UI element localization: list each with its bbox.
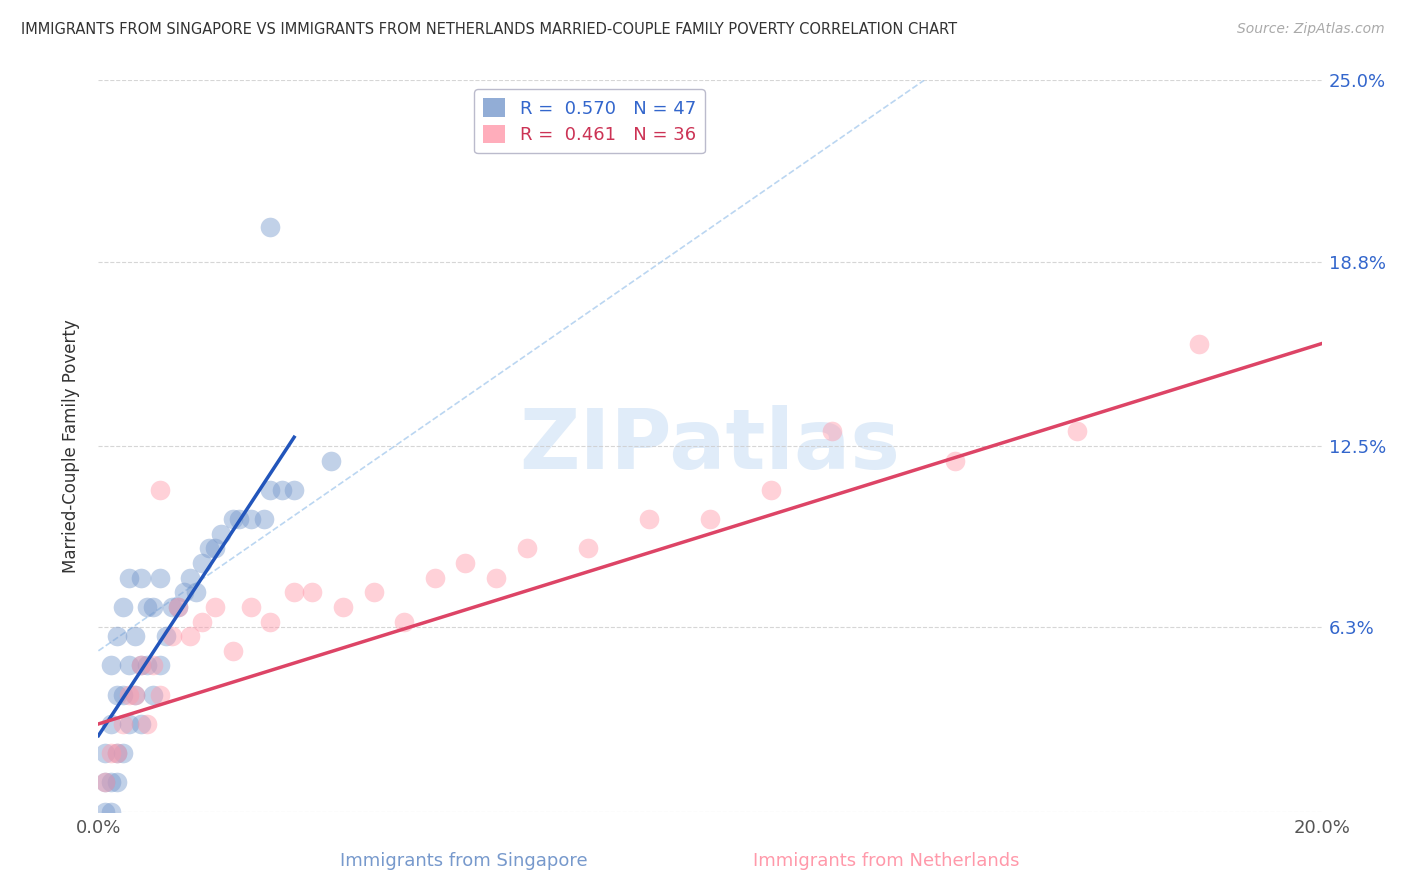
Point [100,746,122,760]
Point [197,541,219,556]
Point [100,775,122,789]
Point [129,658,152,673]
Point [363,585,385,599]
Point [93,775,115,789]
Point [118,658,141,673]
Point [149,658,172,673]
Point [204,599,226,614]
Point [111,746,134,760]
Point [93,805,115,819]
Point [105,688,128,702]
Point [118,688,141,702]
Point [319,453,342,467]
Text: Immigrants from Netherlands: Immigrants from Netherlands [752,852,1019,870]
Point [240,512,263,526]
Point [118,717,141,731]
Point [167,599,190,614]
Point [155,629,177,643]
Point [105,775,128,789]
Point [1188,336,1211,351]
Point [93,746,115,760]
Point [943,453,966,467]
Point [124,688,146,702]
Point [392,615,416,629]
Point [160,629,183,643]
Text: Source: ZipAtlas.com: Source: ZipAtlas.com [1237,22,1385,37]
Point [283,483,305,497]
Point [821,425,844,439]
Point [136,599,159,614]
Point [516,541,538,556]
Point [105,746,128,760]
Point [173,585,195,599]
Point [332,599,354,614]
Point [228,512,250,526]
Point [118,571,141,585]
Point [259,615,281,629]
Point [100,658,122,673]
Point [179,629,201,643]
Point [149,688,172,702]
Point [129,571,152,585]
Legend: R =  0.570   N = 47, R =  0.461   N = 36: R = 0.570 N = 47, R = 0.461 N = 36 [474,89,704,153]
Point [129,658,152,673]
Point [191,615,214,629]
Point [105,629,128,643]
Point [136,658,159,673]
Point [699,512,721,526]
Y-axis label: Married-Couple Family Poverty: Married-Couple Family Poverty [62,319,80,573]
Point [252,512,274,526]
Point [759,483,782,497]
Point [259,483,281,497]
Point [191,556,214,570]
Point [222,512,245,526]
Point [204,541,226,556]
Point [100,805,122,819]
Point [142,688,165,702]
Point [111,688,134,702]
Point [111,599,134,614]
Point [111,717,134,731]
Point [124,688,146,702]
Point [160,599,183,614]
Point [129,717,152,731]
Point [93,775,115,789]
Point [637,512,661,526]
Point [167,599,190,614]
Text: IMMIGRANTS FROM SINGAPORE VS IMMIGRANTS FROM NETHERLANDS MARRIED-COUPLE FAMILY P: IMMIGRANTS FROM SINGAPORE VS IMMIGRANTS … [21,22,957,37]
Point [179,571,201,585]
Point [222,644,245,658]
Point [485,571,508,585]
Point [149,483,172,497]
Point [142,658,165,673]
Point [240,599,263,614]
Point [259,219,281,234]
Point [100,717,122,731]
Point [149,571,172,585]
Point [136,717,159,731]
Point [301,585,323,599]
Point [454,556,477,570]
Point [186,585,208,599]
Point [423,571,446,585]
Point [105,746,128,760]
Point [142,599,165,614]
Point [1066,425,1088,439]
Point [576,541,599,556]
Point [124,629,146,643]
Point [209,526,232,541]
Text: ZIPatlas: ZIPatlas [520,406,900,486]
Point [283,585,305,599]
Text: Immigrants from Singapore: Immigrants from Singapore [340,852,588,870]
Point [270,483,292,497]
